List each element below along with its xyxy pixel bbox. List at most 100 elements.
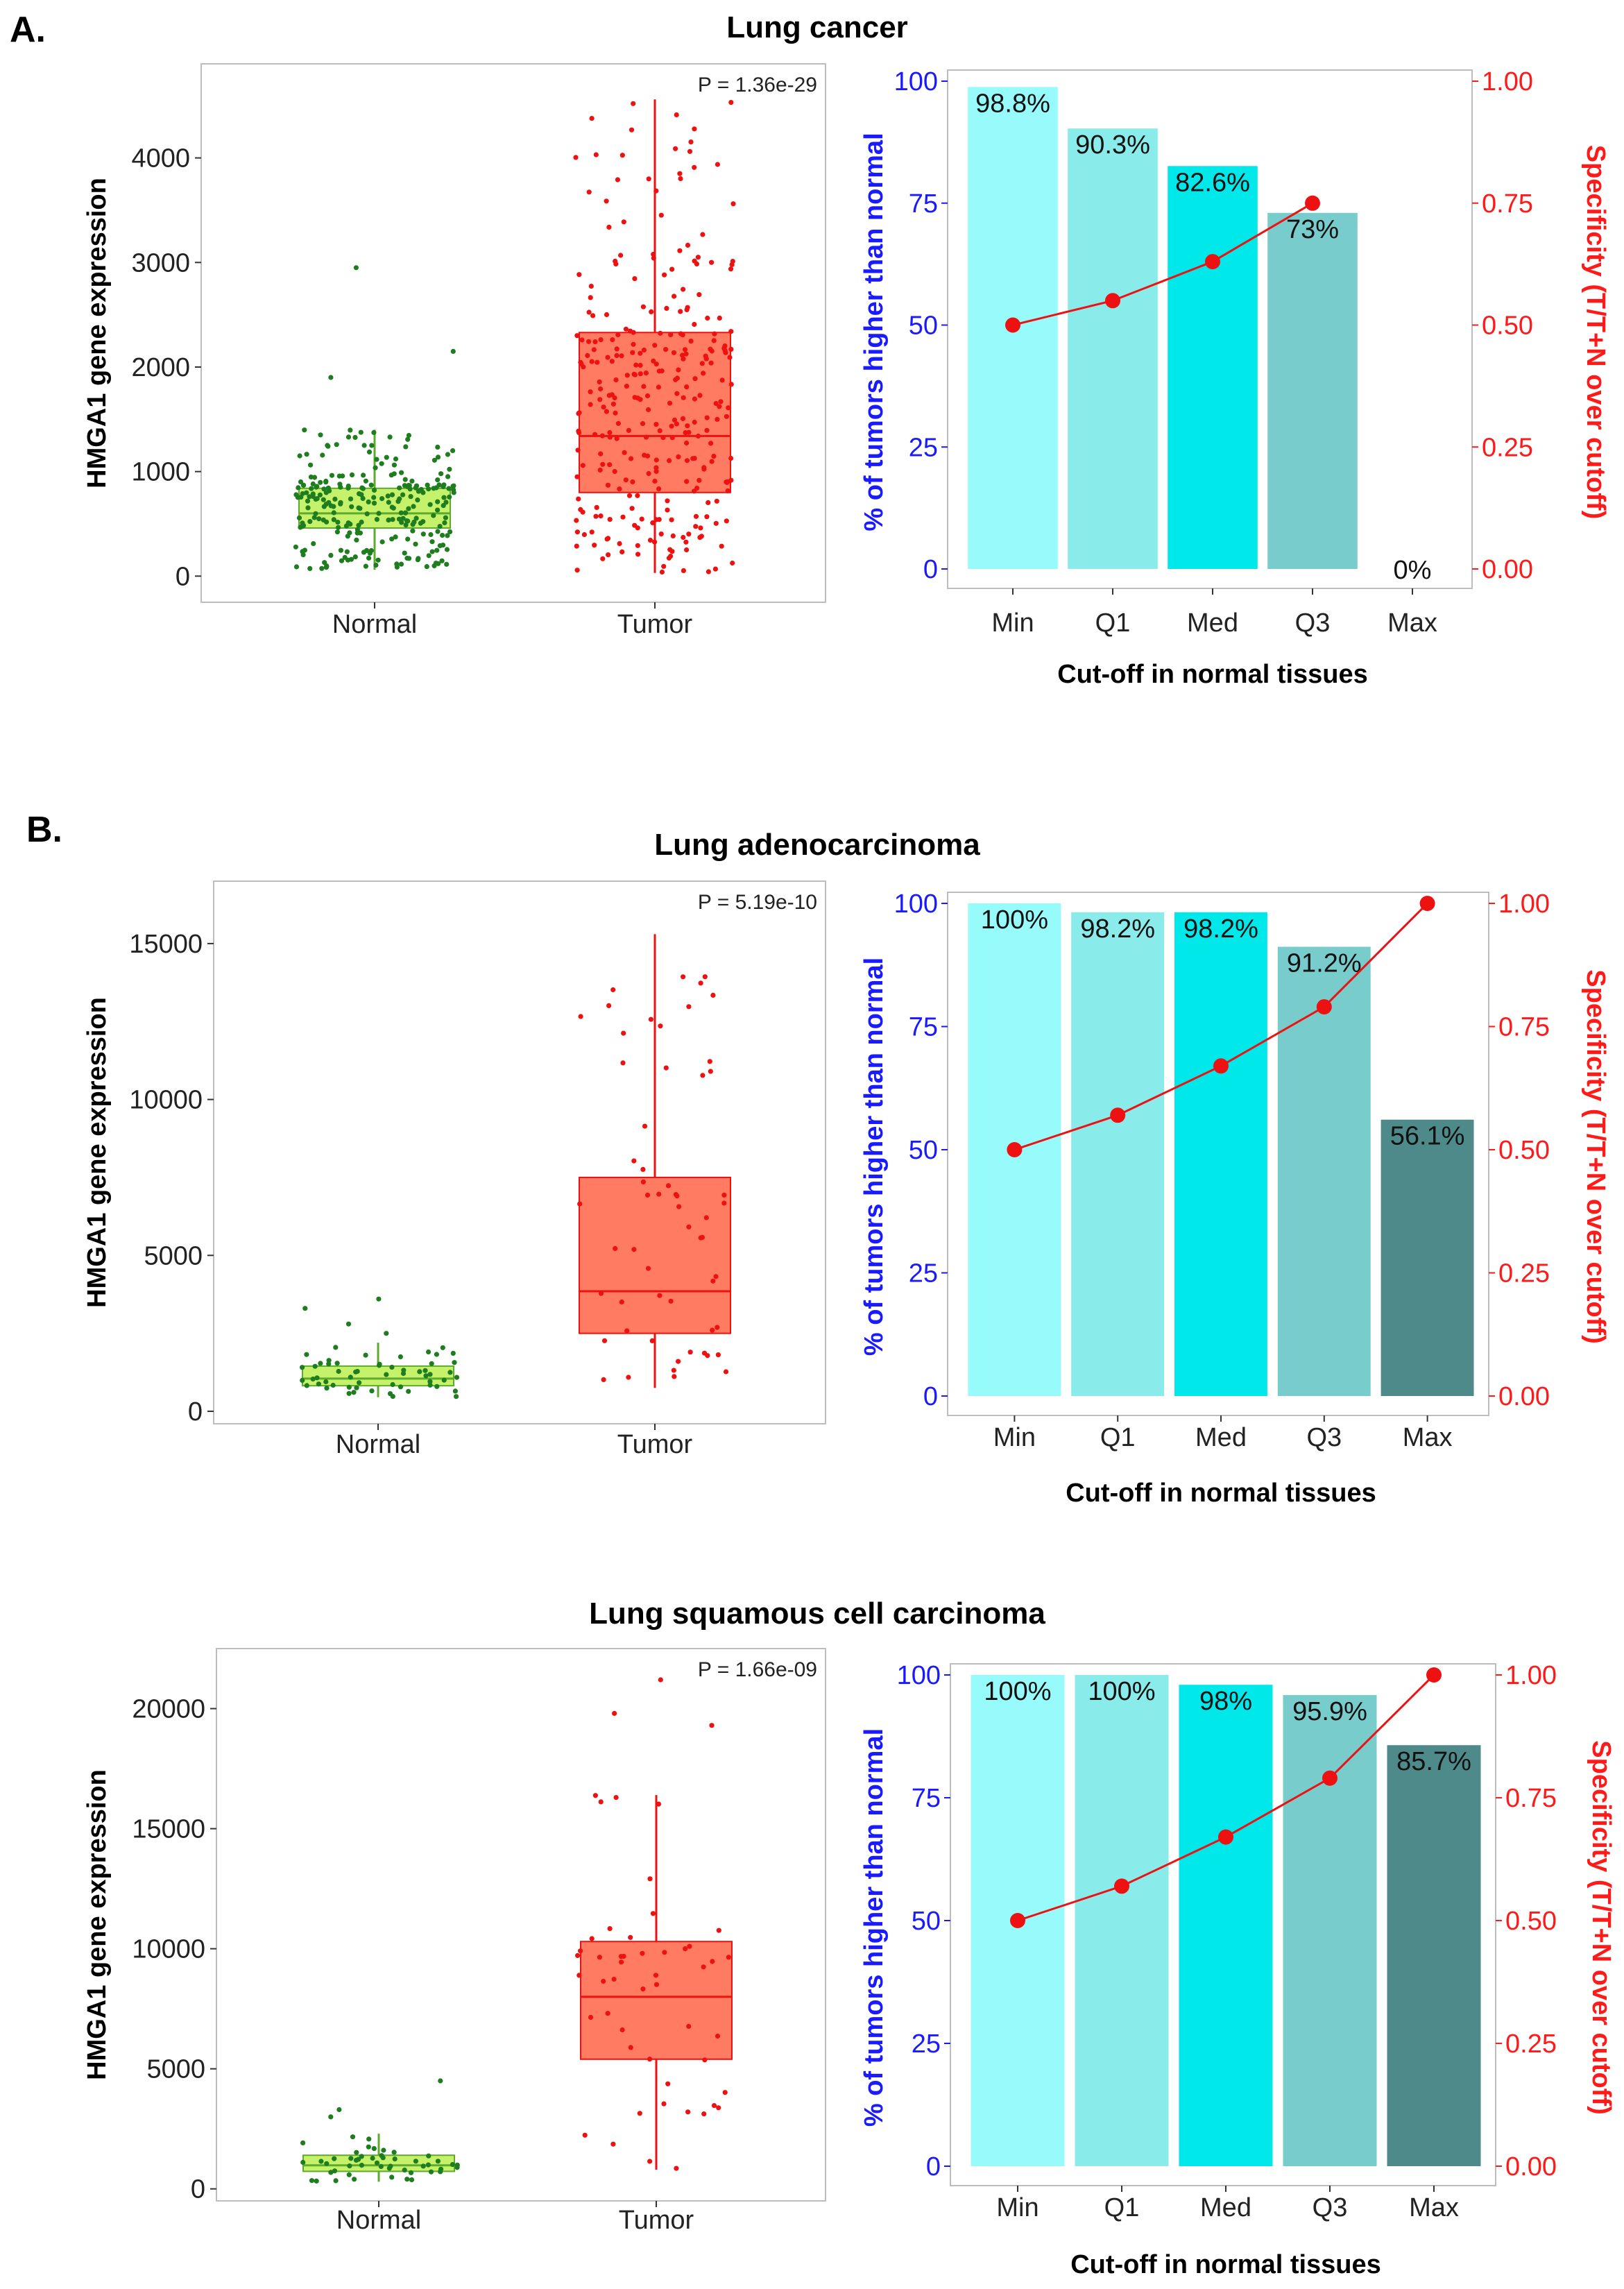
normal-data-point xyxy=(338,547,343,553)
normal-data-point xyxy=(364,547,370,554)
tumor-data-point xyxy=(586,309,592,315)
normal-data-point xyxy=(348,496,354,502)
tumor-data-point xyxy=(626,493,633,498)
normal-data-point xyxy=(302,1306,308,1311)
tumor-data-point xyxy=(687,1943,692,1949)
normal-data-point xyxy=(359,519,364,525)
bar-chart-lung-cancer: 98.8% Min 90.3% Q1 82.6% Med 73% Q3 0% Max 0 25 50 75… xyxy=(860,67,1610,689)
tumor-data-point xyxy=(653,465,659,470)
normal-data-point xyxy=(450,448,456,454)
x-tick-label-normal: Normal xyxy=(336,1430,420,1459)
y-tick-label: 1000 xyxy=(131,458,190,487)
normal-data-point xyxy=(379,539,385,545)
normal-data-point xyxy=(323,490,329,495)
left-y-tick-label: 100 xyxy=(894,67,938,96)
tumor-data-point xyxy=(598,451,604,457)
normal-data-point xyxy=(300,482,307,488)
bar-med xyxy=(1168,166,1258,570)
tumor-data-point xyxy=(646,176,651,182)
tumor-data-point xyxy=(669,423,674,429)
tumor-data-point xyxy=(629,456,634,461)
normal-data-point xyxy=(451,487,456,493)
normal-data-point xyxy=(363,1352,368,1358)
tumor-data-point xyxy=(613,1795,619,1801)
tumor-data-point xyxy=(607,517,613,522)
bar-value-label: 98% xyxy=(1199,1687,1252,1716)
normal-data-point xyxy=(349,504,354,509)
tumor-data-point xyxy=(717,315,722,321)
normal-data-point xyxy=(339,558,345,563)
tumor-data-point xyxy=(668,332,674,337)
normal-data-point xyxy=(427,1372,433,1377)
bar-q1 xyxy=(1075,1675,1169,2166)
left-y-tick-label: 0 xyxy=(926,2152,941,2181)
right-y-tick-label: 0.75 xyxy=(1505,1784,1557,1813)
tumor-data-point xyxy=(638,371,643,377)
tumor-data-point xyxy=(658,330,663,336)
right-y-tick-label: 0.00 xyxy=(1505,2152,1557,2181)
tumor-data-point xyxy=(709,459,715,464)
tumor-data-point xyxy=(710,1278,716,1284)
specificity-point xyxy=(1305,195,1320,211)
normal-data-point xyxy=(438,2169,443,2175)
tumor-data-point xyxy=(726,1955,731,1960)
tumor-data-point xyxy=(574,529,581,535)
bar-q3 xyxy=(1283,1695,1377,2166)
normal-data-point xyxy=(324,1386,330,1391)
tumor-data-point xyxy=(656,1801,662,1807)
tumor-data-point xyxy=(615,420,622,426)
normal-data-point xyxy=(300,549,305,554)
normal-data-point xyxy=(370,2155,375,2161)
tumor-data-point xyxy=(663,1065,669,1071)
x-tick-label-max: Max xyxy=(1387,609,1437,638)
normal-data-point xyxy=(333,1345,339,1350)
tumor-data-point xyxy=(665,2081,671,2086)
normal-data-point xyxy=(310,491,316,497)
normal-data-point xyxy=(354,2150,359,2155)
tumor-data-point xyxy=(601,1978,606,1984)
specificity-point xyxy=(1110,1107,1126,1123)
tumor-data-point xyxy=(658,1023,663,1029)
tumor-data-point xyxy=(640,1986,646,1992)
tumor-data-point xyxy=(667,458,672,463)
normal-data-point xyxy=(358,429,364,435)
left-y-tick-label: 100 xyxy=(897,1661,941,1690)
tumor-data-point xyxy=(665,498,670,504)
tumor-data-point xyxy=(713,520,719,526)
tumor-data-point xyxy=(658,531,664,537)
right-y-tick-label: 0.25 xyxy=(1498,1259,1550,1288)
tumor-data-point xyxy=(668,1298,674,1304)
right-y-tick-label: 0.50 xyxy=(1505,1907,1557,1936)
tumor-data-point xyxy=(703,356,709,361)
tumor-data-point xyxy=(629,127,635,133)
tumor-data-point xyxy=(573,155,579,160)
tumor-data-point xyxy=(624,1328,630,1334)
normal-data-point xyxy=(314,484,319,490)
tumor-data-point xyxy=(631,101,636,106)
left-y-tick-label: 75 xyxy=(909,189,938,219)
normal-data-point xyxy=(314,1375,320,1381)
normal-data-point xyxy=(336,525,341,530)
normal-data-point xyxy=(366,555,372,561)
tumor-data-point xyxy=(653,1982,660,1987)
normal-data-point xyxy=(369,1388,375,1394)
tumor-data-point xyxy=(719,543,724,549)
normal-data-point xyxy=(337,482,343,487)
tumor-data-point xyxy=(715,162,720,167)
tumor-data-point xyxy=(709,259,715,265)
tumor-data-point xyxy=(594,504,599,511)
tumor-data-point xyxy=(711,453,717,459)
normal-data-point xyxy=(445,474,451,479)
tumor-data-point xyxy=(628,1934,633,1940)
normal-data-point xyxy=(344,549,350,554)
tumor-data-point xyxy=(598,1799,604,1805)
normal-data-point xyxy=(446,486,452,491)
right-y-axis-title: Specificity (T/T+N over cutoff) xyxy=(1581,969,1610,1343)
tumor-data-point xyxy=(633,362,639,368)
tumor-data-point xyxy=(672,417,678,423)
tumor-data-point xyxy=(643,371,649,376)
tumor-data-point xyxy=(719,377,725,383)
tumor-data-point xyxy=(682,347,688,352)
x-tick-label-q1: Q1 xyxy=(1095,609,1131,638)
tumor-data-point xyxy=(721,1192,727,1198)
